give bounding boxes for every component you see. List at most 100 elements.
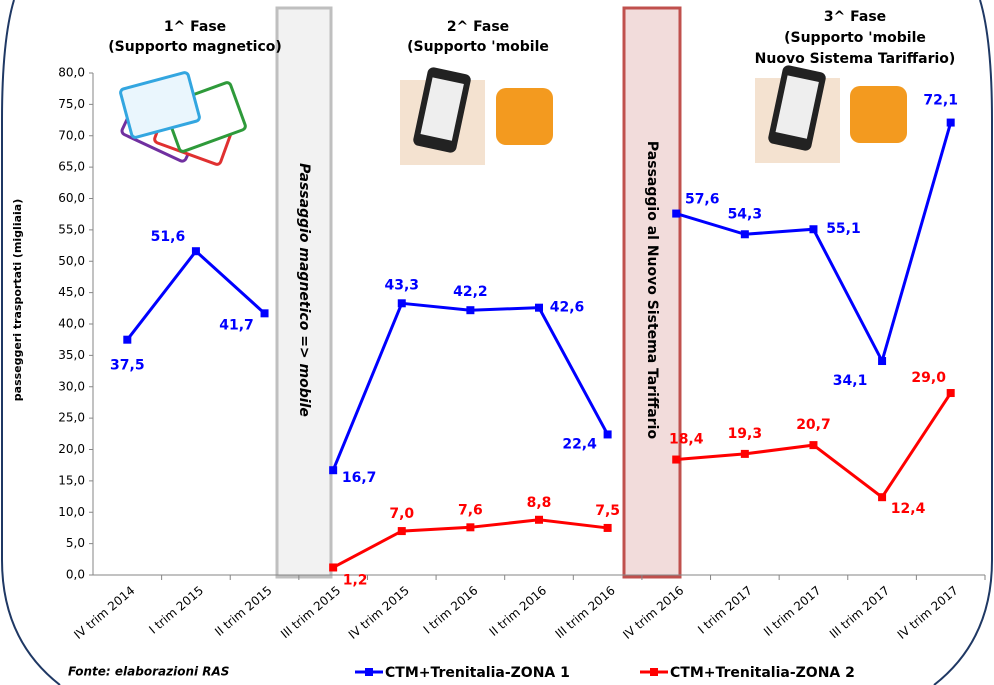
phase-title: Nuovo Sistema Tariffario): [755, 51, 956, 67]
value-label: 42,2: [453, 284, 488, 300]
y-tick-label: 0,0: [66, 568, 85, 582]
data-point: [809, 225, 818, 234]
value-label: 22,4: [562, 436, 597, 452]
value-label: 41,7: [219, 317, 254, 333]
y-axis-title: passeggeri trasportati (migliaia): [11, 199, 24, 401]
data-point: [878, 357, 887, 366]
value-label: 1,2: [343, 572, 368, 588]
y-tick-label: 15,0: [58, 473, 85, 487]
value-label: 20,7: [796, 417, 831, 433]
x-tick-label: III trim 2015: [278, 583, 343, 641]
data-point: [535, 515, 543, 524]
x-tick-label: II trim 2015: [212, 583, 275, 639]
value-label: 18,4: [669, 432, 704, 448]
x-tick-label: I trim 2016: [421, 583, 481, 636]
transition-label: Passaggio magnetico => mobile: [296, 163, 312, 417]
y-tick-label: 65,0: [58, 160, 85, 174]
value-label: 19,3: [728, 426, 763, 442]
transition-box: [622, 6, 682, 579]
x-tick-label: I trim 2017: [695, 583, 755, 636]
y-tick-label: 80,0: [58, 66, 85, 80]
data-point: [466, 523, 475, 532]
value-label: 8,8: [527, 495, 552, 511]
y-tick-label: 20,0: [58, 442, 85, 456]
value-label: 16,7: [342, 470, 377, 486]
data-point: [191, 247, 200, 256]
value-label: 55,1: [826, 221, 861, 237]
data-point: [397, 527, 406, 536]
phone-icon: [755, 65, 840, 163]
value-label: 37,5: [110, 358, 145, 374]
y-tick-label: 45,0: [58, 285, 85, 299]
data-point: [740, 230, 749, 239]
value-label: 54,3: [728, 206, 763, 222]
phase-title: (Supporto 'mobile: [407, 39, 549, 55]
data-point: [740, 449, 749, 458]
data-point: [603, 430, 612, 439]
value-label: 7,5: [595, 503, 620, 519]
x-tick-label: III trim 2017: [827, 583, 892, 641]
phase-title: (Supporto magnetico): [108, 39, 282, 55]
y-tick-label: 5,0: [66, 536, 85, 550]
data-point: [329, 563, 338, 572]
data-point: [946, 389, 955, 398]
data-point: [329, 466, 338, 475]
data-point: [123, 335, 132, 344]
phone-icon: [400, 67, 485, 165]
value-label: 57,6: [685, 192, 720, 208]
y-tick-label: 60,0: [58, 191, 85, 205]
frame-left: [0, 0, 61, 685]
data-point: [878, 493, 887, 502]
x-tick-label: III trim 2016: [553, 583, 618, 641]
data-point: [535, 303, 543, 312]
y-tick-label: 35,0: [58, 348, 85, 362]
value-label: 7,6: [458, 502, 483, 518]
y-tick-label: 30,0: [58, 379, 85, 393]
y-tick-label: 40,0: [58, 317, 85, 331]
card-icons: [119, 71, 247, 166]
value-label: 43,3: [384, 277, 419, 293]
x-tick-label: IV trim 2015: [346, 583, 412, 642]
app-logo: [850, 86, 907, 143]
y-tick-label: 25,0: [58, 411, 85, 425]
data-point: [672, 209, 681, 218]
x-tick-label: IV trim 2014: [71, 583, 137, 642]
frame-right: [933, 0, 993, 685]
legend-label: CTM+Trenitalia-ZONA 1: [385, 665, 570, 681]
phase-title: 3^ Fase: [824, 9, 886, 25]
y-tick-label: 75,0: [58, 97, 85, 111]
x-tick-label: II trim 2016: [487, 583, 550, 639]
phase-title: (Supporto 'mobile: [784, 30, 926, 46]
y-tick-label: 10,0: [58, 505, 85, 519]
legend-swatch: [365, 668, 373, 676]
phase-title: 1^ Fase: [164, 19, 226, 35]
x-tick-label: II trim 2017: [761, 583, 824, 639]
value-label: 34,1: [833, 373, 868, 389]
y-tick-label: 70,0: [58, 128, 85, 142]
value-label: 7,0: [389, 506, 414, 522]
value-label: 51,6: [151, 229, 186, 245]
data-point: [672, 455, 681, 464]
y-tick-label: 50,0: [58, 254, 85, 268]
legend-swatch: [650, 668, 658, 676]
value-label: 72,1: [923, 93, 958, 109]
data-point: [397, 299, 406, 308]
value-label: 29,0: [911, 370, 946, 386]
transition-box: [275, 6, 333, 579]
x-tick-label: IV trim 2016: [620, 583, 686, 642]
legend-label: CTM+Trenitalia-ZONA 2: [670, 665, 855, 681]
transition-label: Passaggio al Nuovo Sistema Tariffario: [644, 141, 660, 440]
x-tick-label: I trim 2015: [146, 583, 206, 636]
data-point: [603, 523, 612, 532]
value-label: 12,4: [891, 501, 926, 517]
data-point: [946, 118, 955, 127]
data-point: [466, 306, 475, 315]
data-point: [260, 309, 269, 318]
x-tick-label: IV trim 2017: [895, 583, 961, 642]
phase-title: 2^ Fase: [447, 19, 509, 35]
app-logo: [496, 88, 553, 145]
value-label: 42,6: [550, 300, 585, 316]
y-tick-label: 55,0: [58, 222, 85, 236]
